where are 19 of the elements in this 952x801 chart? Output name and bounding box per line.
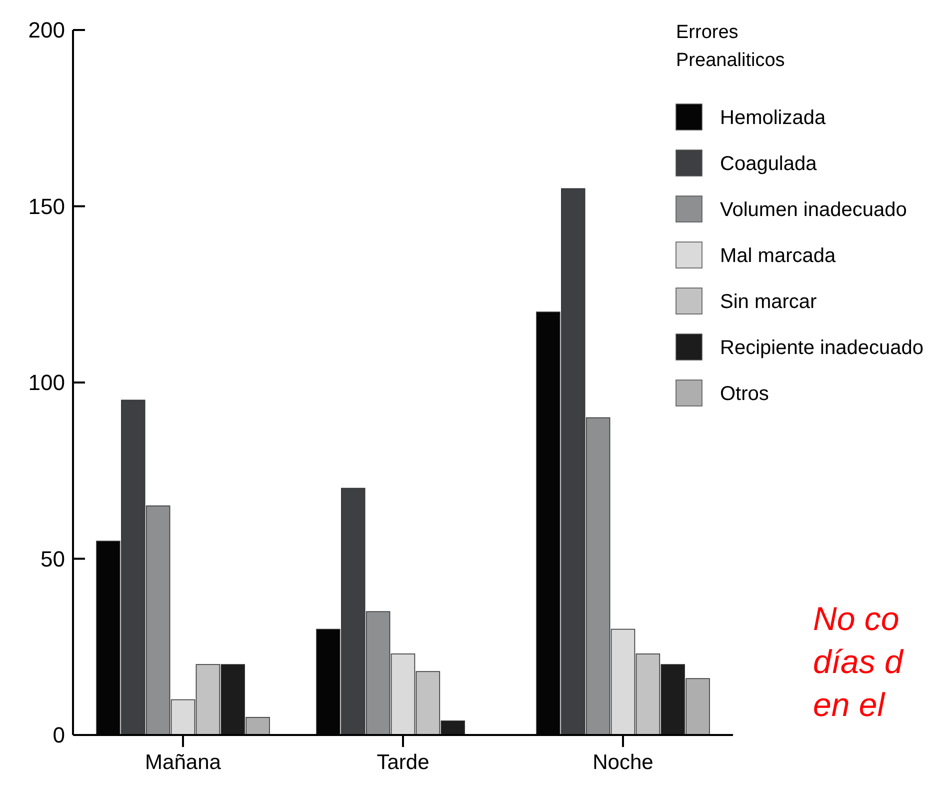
legend-label: Mal marcada xyxy=(720,245,836,267)
text: días d xyxy=(813,643,905,680)
y-tick-label: 200 xyxy=(28,18,65,43)
legend-label: Coagulada xyxy=(720,153,818,175)
x-tick-label: Noche xyxy=(592,751,654,774)
legend-label: Volumen inadecuado xyxy=(720,199,907,221)
y-tick-label: 0 xyxy=(52,722,65,748)
legend-label: Recipiente inadecuado xyxy=(720,337,924,359)
x-tick-label: Tarde xyxy=(376,751,430,774)
text: No co xyxy=(813,600,900,637)
y-tick-label: 100 xyxy=(28,370,65,396)
legend-label: Hemolizada xyxy=(720,107,826,129)
legend-title: Errores Preanaliticos xyxy=(676,22,785,71)
y-tick-label: 150 xyxy=(28,194,65,219)
y-tick-label: 50 xyxy=(40,546,65,572)
x-tick-label: Mañana xyxy=(145,751,222,774)
legend-label: Otros xyxy=(720,383,769,405)
legend-label: Sin marcar xyxy=(720,291,818,313)
text: en el xyxy=(813,686,886,723)
